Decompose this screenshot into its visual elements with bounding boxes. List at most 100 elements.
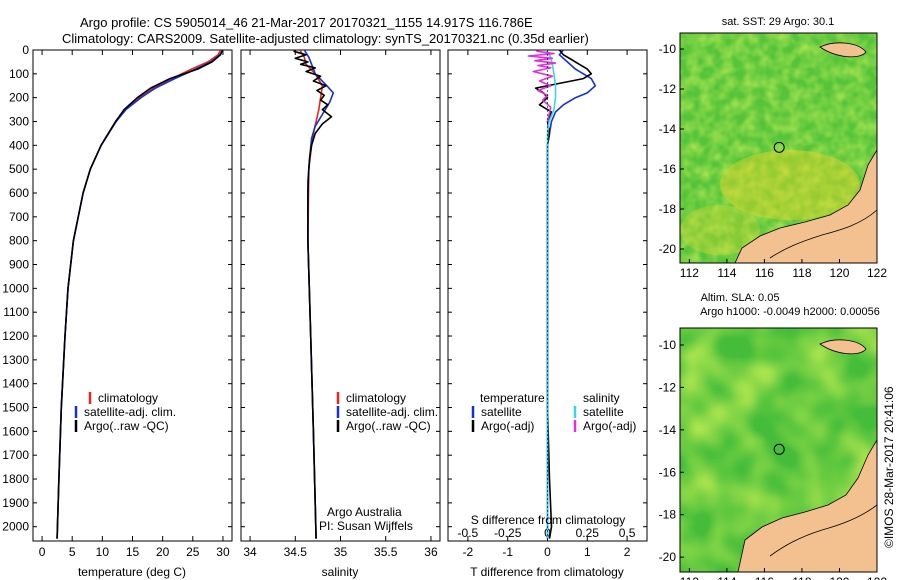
series-line-argo-raw-qc-: [293, 50, 333, 539]
x-tick-label: 30: [216, 545, 230, 559]
map-y-tick-label: -10: [659, 338, 677, 352]
legend-entry-argo: Argo(..raw -QC): [346, 419, 431, 433]
y-tick-label: 500: [9, 162, 29, 176]
map-y-tick-label: -16: [659, 465, 677, 479]
secondary-tick-label: 0.25: [576, 526, 600, 540]
temperature-xlabel: temperature (deg C): [78, 565, 186, 579]
x-tick-label: 34.5: [284, 545, 308, 559]
secondary-tick-label: -0.5: [458, 526, 479, 540]
series-line-satellite-adj-clim-: [303, 50, 335, 539]
temperature-legend: climatology satellite-adj. clim. Argo(..…: [74, 391, 176, 433]
sst-argo-marker: [773, 141, 785, 153]
secondary-tick-label: -0.25: [494, 526, 522, 540]
map-y-tick-label: -18: [659, 508, 677, 522]
sst-warm-patch-2: [680, 205, 760, 255]
y-tick-label: 1700: [2, 448, 29, 462]
sst-land-australia: [734, 149, 877, 263]
map-x-tick-label: 122: [867, 266, 887, 280]
map-y-tick-label: -12: [659, 82, 677, 96]
series-line-temperature-satellite: [546, 50, 597, 539]
legend-entry-t-satellite: satellite: [481, 405, 522, 419]
x-tick-label: 0: [544, 545, 551, 559]
y-tick-label: 300: [9, 115, 29, 129]
map-y-tick-label: -20: [659, 242, 677, 256]
legend-entry-s-satellite: satellite: [583, 405, 624, 419]
y-tick-label: 2000: [2, 520, 29, 534]
salinity-legend: climatology satellite-adj. clim. Argo(..…: [336, 391, 438, 433]
x-tick-label: 35.5: [374, 545, 398, 559]
temperature-lines: [56, 50, 224, 539]
sla-land-australia: [737, 439, 877, 572]
salinity-panel-frame: [240, 49, 441, 542]
map-y-tick-label: -20: [659, 550, 677, 564]
y-tick-label: 400: [9, 138, 29, 152]
legend-entry-satellite: satellite-adj. clim.: [346, 405, 438, 419]
salinity-axes: 34 34.5 35 35.5 36: [241, 49, 440, 559]
map-x-tick-label: 122: [867, 575, 887, 580]
x-tick-label: 36: [424, 545, 438, 559]
y-tick-label: 1900: [2, 496, 29, 510]
x-tick-label: -1: [502, 545, 513, 559]
temperature-panel-frame: [32, 49, 233, 542]
map-y-tick-label: -10: [659, 42, 677, 56]
sst-map-axes: 112 114 116 118 120 122 -10 -12 -14 -16 -18 -20: [659, 42, 888, 280]
legend-entry-argo: Argo(..raw -QC): [84, 419, 169, 433]
map-y-tick-label: -16: [659, 162, 677, 176]
map-x-tick-label: 116: [755, 575, 774, 580]
y-tick-label: 100: [9, 67, 29, 81]
y-tick-label: 1100: [3, 305, 29, 319]
sla-map-frame: [679, 327, 878, 573]
legend-entry-climatology: climatology: [98, 391, 158, 405]
sst-land-timor: [819, 42, 867, 58]
x-tick-label: 15: [126, 545, 140, 559]
x-tick-label: 5: [69, 545, 76, 559]
salinity-annotation-2: PI: Susan Wijffels: [319, 519, 413, 533]
x-tick-label: -2: [463, 545, 474, 559]
map-x-tick-label: 118: [792, 266, 811, 280]
legend-entry-climatology: climatology: [346, 391, 406, 405]
x-tick-label: 34: [243, 545, 257, 559]
sla-contour: [769, 504, 877, 557]
map-x-tick-label: 120: [829, 266, 849, 280]
y-tick-label: 1200: [2, 329, 29, 343]
temperature-axes: 0 5 10 15 20 25 300100200300400500600700800900…: [2, 43, 232, 559]
x-tick-label: 0: [39, 545, 46, 559]
legend-group-temperature: temperature: [480, 391, 545, 405]
map-y-tick-label: -14: [659, 122, 677, 136]
salinity-annotation-1: Argo Australia: [327, 505, 402, 519]
sla-argo-marker: [773, 443, 785, 455]
map-x-tick-label: 112: [680, 266, 699, 280]
y-tick-label: 200: [9, 91, 29, 105]
x-tick-label: 25: [186, 545, 200, 559]
figure-title-line1: Argo profile: CS 5905014_46 21-Mar-2017 …: [80, 15, 533, 30]
x-tick-label: 10: [96, 545, 110, 559]
figure-title-line2: Climatology: CARS2009. Satellite-adjuste…: [62, 31, 589, 46]
y-tick-label: 800: [9, 234, 29, 248]
y-tick-label: 600: [9, 186, 29, 200]
y-tick-label: 1800: [2, 472, 29, 486]
y-tick-label: 1400: [2, 377, 29, 391]
x-tick-label: 2: [624, 545, 631, 559]
sla-map-axes: 112 114 116 118 120 122 -10 -12 -14 -16 -18 -20: [659, 338, 888, 580]
x-tick-label: 35: [334, 545, 348, 559]
difference-secondary-label: S difference from climatology: [471, 513, 626, 527]
legend-entry-satellite: satellite-adj. clim.: [84, 405, 176, 419]
x-tick-label: 1: [584, 545, 591, 559]
salinity-xlabel: salinity: [322, 565, 359, 579]
x-tick-label: 20: [156, 545, 170, 559]
sst-map: [680, 33, 877, 263]
secondary-tick-label: 0.5: [619, 526, 636, 540]
map-y-tick-label: -14: [659, 423, 677, 437]
imos-watermark: ©IMOS 28-Mar-2017 20:41:06: [882, 386, 896, 548]
series-line-satellite-adj-clim-: [56, 50, 224, 539]
series-line-argo-raw-qc-: [56, 50, 224, 539]
y-tick-label: 0: [22, 43, 29, 57]
y-tick-label: 700: [9, 210, 29, 224]
map-x-tick-label: 120: [829, 575, 849, 580]
map-x-tick-label: 118: [792, 575, 811, 580]
map-x-tick-label: 114: [717, 266, 736, 280]
legend-entry-s-argo: Argo(-adj): [583, 419, 636, 433]
y-tick-label: 1300: [2, 353, 29, 367]
legend-group-salinity: salinity: [583, 391, 620, 405]
